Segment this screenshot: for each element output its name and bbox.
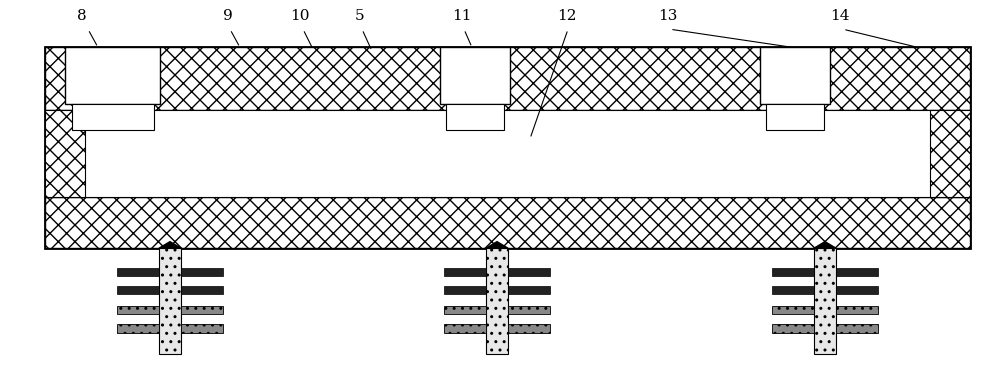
Text: 11: 11 [452, 9, 472, 23]
Bar [444, 306, 486, 314]
Bar [181, 306, 223, 314]
Polygon shape [486, 242, 508, 248]
Bar [766, 104, 824, 130]
Text: 9: 9 [223, 9, 233, 23]
Polygon shape [814, 242, 836, 248]
Text: 13: 13 [658, 9, 678, 23]
Bar [159, 248, 181, 354]
Bar [508, 268, 550, 276]
Bar [772, 324, 814, 333]
Bar [508, 324, 550, 333]
Bar [45, 197, 970, 248]
Bar [117, 306, 159, 314]
Bar [117, 268, 159, 276]
Bar [446, 104, 504, 130]
Bar [772, 306, 814, 314]
Bar [508, 306, 550, 314]
Bar [508, 286, 550, 294]
Bar [814, 248, 836, 354]
Bar [117, 324, 159, 333]
Bar [772, 268, 814, 276]
Text: 5: 5 [355, 9, 365, 23]
Bar [117, 286, 159, 294]
Bar [930, 110, 970, 197]
Bar [444, 324, 486, 333]
Bar [772, 286, 814, 294]
Bar [760, 47, 830, 104]
Bar [65, 47, 160, 104]
Bar [486, 248, 508, 354]
Text: 8: 8 [77, 9, 87, 23]
Text: 10: 10 [290, 9, 310, 23]
Text: 12: 12 [557, 9, 577, 23]
Bar [444, 268, 486, 276]
Text: 14: 14 [830, 9, 850, 23]
Bar [45, 110, 85, 197]
Bar [181, 268, 223, 276]
Polygon shape [159, 242, 181, 248]
Bar [45, 47, 970, 248]
Bar [181, 286, 223, 294]
Bar [444, 286, 486, 294]
Bar [836, 286, 878, 294]
Bar [836, 324, 878, 333]
Bar [440, 47, 510, 104]
Bar [181, 324, 223, 333]
Bar [836, 268, 878, 276]
Bar [45, 110, 970, 197]
Bar [836, 306, 878, 314]
Bar [72, 104, 154, 130]
Bar [45, 47, 970, 110]
